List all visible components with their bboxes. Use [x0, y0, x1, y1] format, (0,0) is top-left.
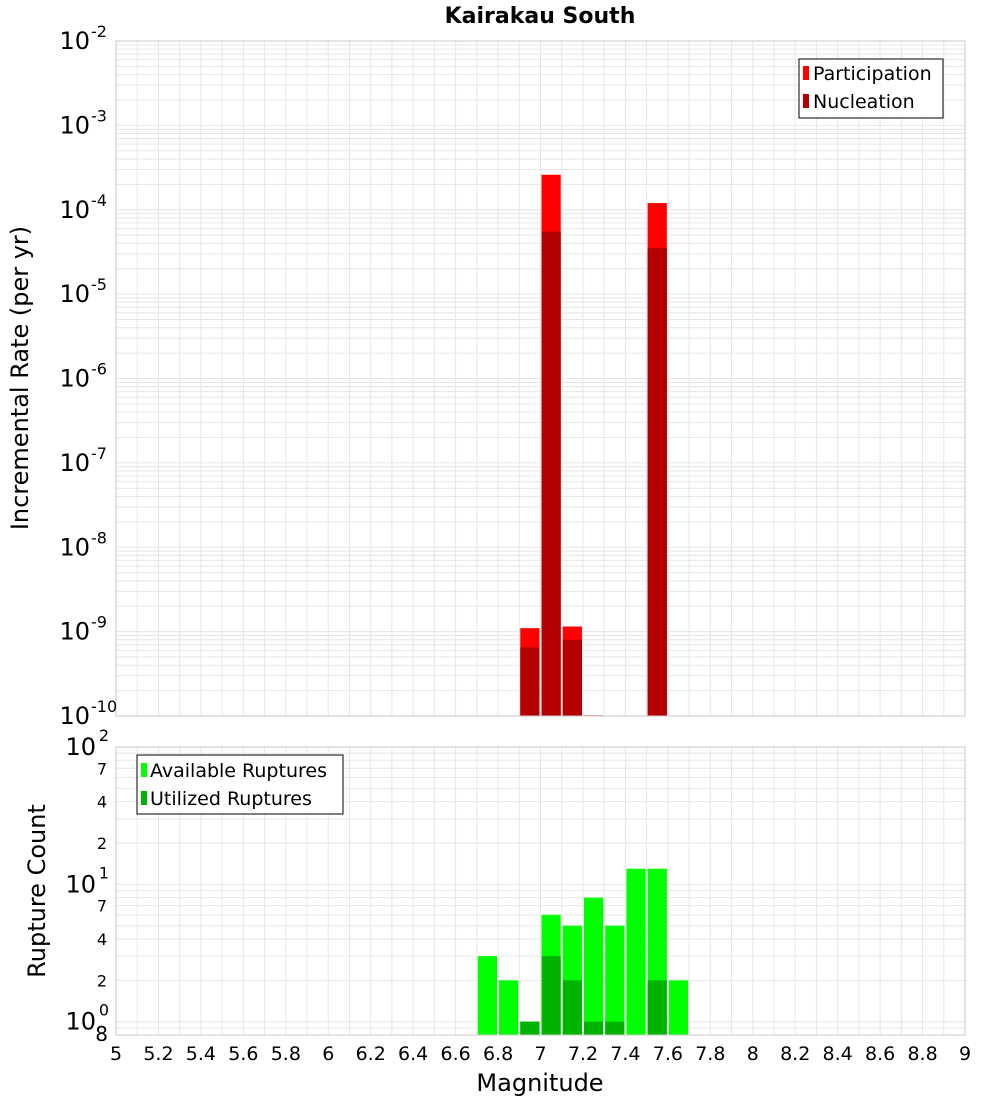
count-y-minor-tick-label: 7	[97, 759, 107, 778]
count-legend-box	[136, 754, 344, 815]
rate-y-tick-label: 10	[59, 27, 90, 55]
rate-y-tick-label: 10	[59, 280, 90, 308]
utilized-ruptures-bar	[541, 956, 561, 1035]
utilized-ruptures-bar	[647, 980, 667, 1035]
x-tick-label: 8.8	[907, 1043, 937, 1065]
utilized-legend-label: Utilized Ruptures	[150, 788, 312, 810]
rate-y-tick-label: 10	[59, 533, 90, 561]
x-tick-label: 5.6	[228, 1043, 258, 1065]
available-ruptures-bar	[626, 868, 646, 1035]
count-y-major-tick-label: 10	[65, 870, 96, 898]
participation-legend-label: Participation	[813, 63, 932, 85]
chart-title: Kairakau South	[445, 4, 636, 29]
rate-plot-frame	[115, 40, 966, 717]
x-tick-label: 9	[959, 1043, 971, 1065]
rate-y-tick-exponent: -6	[91, 360, 107, 379]
count-y-tick-exponent: 1	[99, 863, 109, 882]
rate-y-tick-exponent: -7	[91, 444, 107, 463]
rate-legend: Participation Nucleation	[798, 58, 944, 119]
count-y-minor-tick-label: 7	[97, 897, 107, 916]
rate-y-tick-exponent: -3	[91, 106, 107, 125]
rate-bars	[520, 174, 667, 717]
x-tick-label: 5	[110, 1043, 122, 1065]
x-tick-label: 7	[534, 1043, 546, 1065]
x-tick-label: 6.2	[356, 1043, 386, 1065]
rate-y-axis-label: Incremental Rate (per yr)	[6, 226, 34, 530]
count-y-tick-exponent: 2	[99, 726, 109, 745]
rate-y-tick-label: 10	[59, 196, 90, 224]
rate-y-tick-label: 10	[59, 618, 90, 646]
x-tick-label: 7.2	[568, 1043, 598, 1065]
rate-y-tick-label: 10	[59, 449, 90, 477]
nucleation-bar	[541, 231, 561, 716]
rate-y-tick-exponent: -4	[91, 191, 107, 210]
x-tick-label: 8.4	[823, 1043, 853, 1065]
rate-grid	[115, 41, 966, 717]
nucleation-legend-label: Nucleation	[813, 91, 915, 113]
utilized-ruptures-bar	[605, 1021, 625, 1035]
count-y-minor-tick-label: 4	[97, 793, 107, 812]
available-ruptures-bar	[605, 925, 625, 1035]
x-tick-label: 5.2	[143, 1043, 173, 1065]
x-tick-label: 7.6	[653, 1043, 683, 1065]
x-tick-label: 6.4	[398, 1043, 428, 1065]
count-legend: Available Ruptures Utilized Ruptures	[136, 754, 344, 815]
count-bars	[477, 868, 689, 1035]
count-y-major-tick-label: 10	[65, 1008, 96, 1036]
count-plot-frame	[115, 746, 966, 1036]
count-y-major-tick-label: 10	[65, 733, 96, 761]
rate-y-tick-exponent: -8	[91, 528, 107, 547]
x-tick-label: 6.8	[483, 1043, 513, 1065]
nucleation-bar	[520, 647, 540, 716]
x-tick-label: 8	[747, 1043, 759, 1065]
count-y-tick-exponent: 0	[99, 1001, 109, 1020]
utilized-legend-swatch	[141, 791, 147, 805]
utilized-ruptures-bar	[562, 980, 582, 1035]
rate-y-tick-exponent: -9	[91, 613, 107, 632]
available-ruptures-bar	[477, 956, 498, 1035]
nucleation-bar	[562, 639, 582, 716]
utilized-ruptures-bar	[583, 1021, 604, 1035]
x-tick-label: 5.8	[271, 1043, 301, 1065]
available-ruptures-bar	[583, 897, 604, 1035]
rate-y-tick-exponent: -5	[91, 275, 107, 294]
x-tick-labels: 5 5.2 5.4 5.6 5.8 6 6.2 6.4 6.6 6.8 7 7.2 7.4 7.6 7.8 8…	[110, 1043, 971, 1065]
participation-legend-swatch	[803, 66, 809, 80]
available-ruptures-bar	[499, 980, 519, 1035]
x-tick-label: 8.6	[865, 1043, 895, 1065]
available-legend-label: Available Ruptures	[150, 760, 327, 782]
count-y-axis-label: Rupture Count	[23, 804, 51, 978]
rate-y-tick-exponent: -2	[91, 22, 107, 41]
count-y-minor-tick-label: 4	[97, 930, 107, 949]
nucleation-bar	[647, 248, 667, 717]
x-tick-label: 6.6	[440, 1043, 470, 1065]
available-legend-swatch	[141, 763, 147, 777]
x-axis-label: Magnitude	[476, 1069, 603, 1097]
x-tick-label: 7.4	[610, 1043, 640, 1065]
rate-y-tick-label: 10	[59, 365, 90, 393]
rate-y-tick-label: 10	[59, 111, 90, 139]
count-y-minor-tick-label: 2	[97, 834, 107, 853]
rate-y-tick-label: 10	[59, 702, 90, 730]
x-tick-label: 6	[322, 1043, 334, 1065]
rate-legend-box	[798, 58, 944, 119]
nucleation-legend-swatch	[803, 94, 809, 108]
rate-y-tick-exponent: -10	[91, 697, 117, 716]
x-tick-label: 7.8	[695, 1043, 725, 1065]
available-ruptures-bar	[668, 980, 689, 1035]
x-tick-label: 8.2	[780, 1043, 810, 1065]
x-tick-label: 5.4	[186, 1043, 216, 1065]
utilized-ruptures-bar	[520, 1021, 540, 1035]
count-y-minor-tick-label: 8	[95, 1022, 108, 1046]
count-y-minor-tick-label: 2	[97, 971, 107, 990]
